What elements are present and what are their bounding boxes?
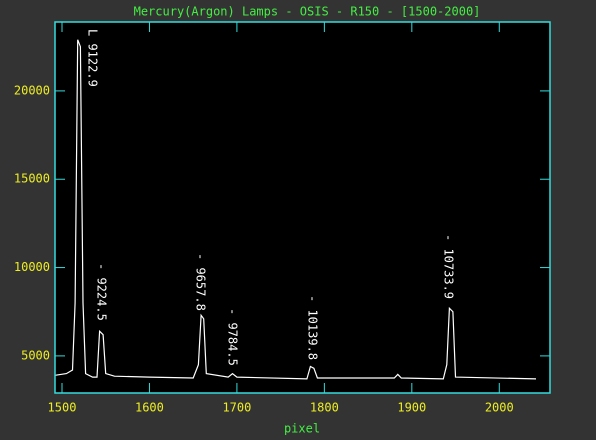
peak-annotation: - 9657.8: [194, 253, 208, 311]
x-tick-label: 1700: [222, 401, 251, 415]
x-tick-label: 1800: [310, 401, 339, 415]
peak-annotation: - 9784.5: [226, 308, 240, 366]
y-tick-label: 15000: [14, 172, 50, 186]
peak-annotation: - 10733.9: [442, 234, 456, 299]
plot-area: [55, 22, 550, 393]
spectrum-line: [54, 39, 537, 380]
peak-annotation: L 9122.9: [86, 29, 100, 87]
x-axis-label: pixel: [284, 422, 320, 436]
peak-annotation: - 9224.5: [95, 263, 109, 321]
x-tick-label: 1500: [48, 401, 77, 415]
x-tick-label: 1900: [397, 401, 426, 415]
plot-frame: [54, 21, 551, 394]
y-tick-label: 20000: [14, 83, 50, 97]
y-tick-label: 5000: [21, 348, 50, 362]
y-tick-label: 10000: [14, 260, 50, 274]
chart-title: Mercury(Argon) Lamps - OSIS - R150 - [15…: [134, 5, 481, 19]
x-tick-label: 2000: [485, 401, 514, 415]
peak-annotation: - 10139.8: [306, 295, 320, 360]
x-tick-label: 1600: [135, 401, 164, 415]
